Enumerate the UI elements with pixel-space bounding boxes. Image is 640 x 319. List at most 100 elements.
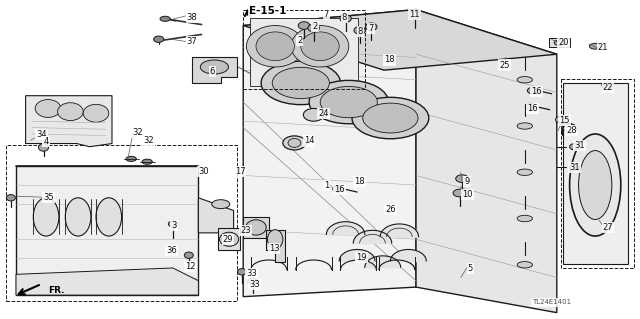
- Text: 32: 32: [143, 137, 154, 145]
- Ellipse shape: [525, 103, 536, 110]
- Ellipse shape: [527, 87, 538, 94]
- Text: 6: 6: [210, 67, 215, 76]
- Ellipse shape: [517, 262, 532, 268]
- Polygon shape: [16, 166, 198, 295]
- Text: 18: 18: [384, 56, 394, 64]
- Text: 35: 35: [44, 193, 54, 202]
- Text: 24: 24: [318, 109, 328, 118]
- Ellipse shape: [453, 189, 466, 197]
- Text: 32: 32: [132, 128, 143, 137]
- Ellipse shape: [352, 97, 429, 139]
- Text: 26: 26: [385, 205, 396, 214]
- Text: 22: 22: [603, 83, 613, 92]
- Text: 2: 2: [312, 22, 317, 31]
- Ellipse shape: [237, 269, 246, 275]
- Polygon shape: [549, 38, 570, 47]
- Text: 27: 27: [603, 223, 613, 232]
- Ellipse shape: [256, 32, 294, 61]
- Text: E-15-1: E-15-1: [249, 6, 286, 16]
- Text: 38: 38: [187, 13, 197, 22]
- Ellipse shape: [126, 156, 136, 161]
- Ellipse shape: [58, 103, 83, 121]
- Text: 29: 29: [223, 235, 233, 244]
- Ellipse shape: [340, 15, 351, 22]
- Polygon shape: [250, 18, 358, 86]
- Text: 20: 20: [558, 38, 568, 47]
- Polygon shape: [243, 217, 269, 238]
- Ellipse shape: [308, 24, 319, 32]
- Ellipse shape: [38, 144, 49, 151]
- Text: 23: 23: [241, 226, 251, 235]
- Ellipse shape: [589, 43, 601, 49]
- Ellipse shape: [154, 36, 164, 42]
- Text: 15: 15: [559, 116, 570, 125]
- Text: 31: 31: [570, 163, 580, 172]
- Text: 13: 13: [269, 244, 279, 253]
- Ellipse shape: [333, 186, 343, 192]
- Ellipse shape: [248, 278, 257, 285]
- Ellipse shape: [288, 138, 301, 147]
- Ellipse shape: [301, 32, 339, 61]
- Ellipse shape: [65, 198, 91, 236]
- Text: FR.: FR.: [48, 286, 65, 295]
- Text: 28: 28: [566, 126, 577, 135]
- Polygon shape: [266, 230, 285, 262]
- Ellipse shape: [291, 26, 349, 67]
- Ellipse shape: [246, 220, 266, 235]
- Ellipse shape: [212, 200, 230, 209]
- Text: 17: 17: [235, 167, 245, 176]
- Ellipse shape: [517, 123, 532, 129]
- Polygon shape: [243, 10, 557, 70]
- Text: 9: 9: [465, 177, 470, 186]
- Text: 4: 4: [44, 137, 49, 146]
- Text: 1: 1: [324, 181, 329, 190]
- Text: 11: 11: [410, 10, 420, 19]
- Ellipse shape: [298, 22, 310, 29]
- Ellipse shape: [354, 26, 365, 34]
- Ellipse shape: [268, 230, 283, 249]
- Ellipse shape: [184, 252, 193, 258]
- Polygon shape: [16, 268, 198, 295]
- Text: 14: 14: [304, 137, 314, 145]
- Ellipse shape: [517, 215, 532, 222]
- Text: 5: 5: [468, 264, 473, 273]
- Text: 12: 12: [186, 262, 196, 271]
- Text: TL24E1401: TL24E1401: [532, 300, 572, 305]
- Ellipse shape: [200, 60, 228, 74]
- Ellipse shape: [160, 16, 170, 21]
- Ellipse shape: [272, 67, 330, 99]
- Text: 36: 36: [166, 246, 177, 255]
- Text: 8: 8: [358, 27, 363, 36]
- Text: 2: 2: [297, 36, 302, 45]
- Ellipse shape: [517, 77, 532, 83]
- Ellipse shape: [570, 144, 580, 150]
- Text: 16: 16: [531, 87, 541, 96]
- Ellipse shape: [246, 26, 304, 67]
- Text: 8: 8: [342, 13, 347, 22]
- Ellipse shape: [570, 164, 580, 171]
- Ellipse shape: [6, 195, 15, 201]
- Text: 16: 16: [527, 104, 538, 113]
- Ellipse shape: [96, 198, 122, 236]
- Ellipse shape: [220, 232, 239, 246]
- Ellipse shape: [456, 175, 468, 182]
- Ellipse shape: [261, 61, 340, 105]
- Polygon shape: [563, 83, 628, 264]
- Text: 3: 3: [172, 221, 177, 230]
- Ellipse shape: [517, 169, 532, 175]
- Text: 30: 30: [198, 167, 209, 176]
- Polygon shape: [26, 96, 112, 147]
- Text: 19: 19: [356, 253, 367, 262]
- Ellipse shape: [83, 104, 109, 122]
- Ellipse shape: [556, 116, 568, 123]
- Text: 10: 10: [462, 190, 472, 199]
- Text: 25: 25: [499, 61, 509, 70]
- Polygon shape: [192, 57, 237, 83]
- Text: 34: 34: [36, 130, 47, 139]
- Text: 37: 37: [187, 37, 197, 46]
- Text: 33: 33: [246, 269, 257, 278]
- Ellipse shape: [303, 108, 324, 121]
- Ellipse shape: [168, 221, 177, 227]
- Polygon shape: [243, 10, 416, 297]
- Text: 7: 7: [324, 10, 329, 19]
